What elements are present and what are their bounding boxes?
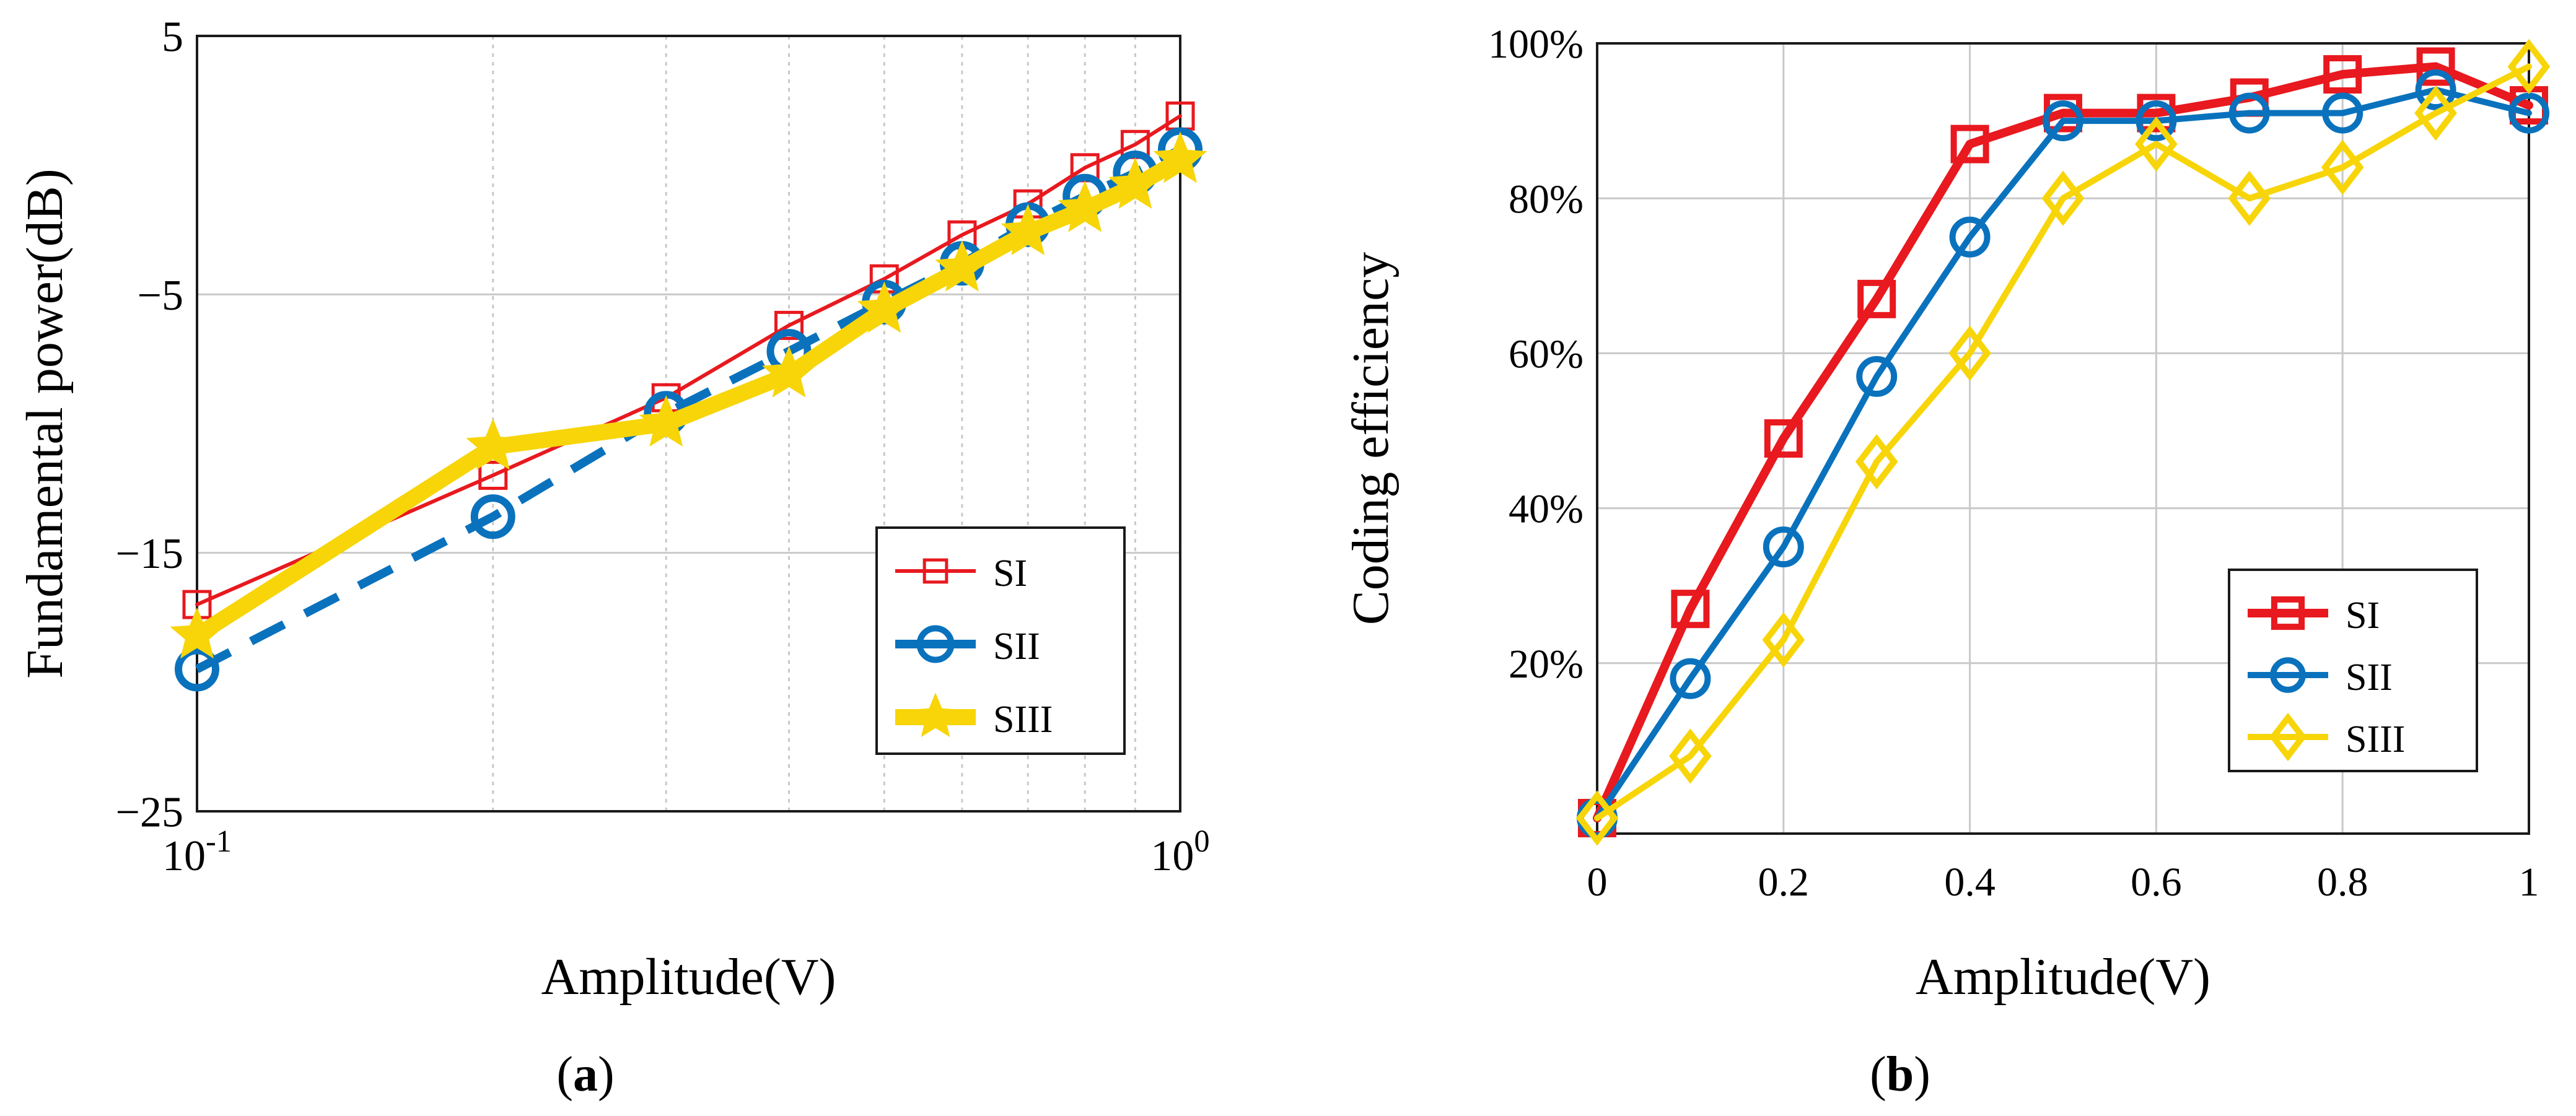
x-tick-exponent: 0 [1194, 824, 1209, 858]
legend-label: SI [993, 552, 1027, 595]
data-point [1671, 590, 1710, 629]
legend-label: SII [2346, 656, 2393, 699]
y-tick-label: 5 [162, 14, 183, 61]
data-point [639, 395, 693, 447]
y-axis-label: Fundamental power(dB) [16, 168, 74, 678]
legend-label: SI [2346, 595, 2380, 637]
data-point [2323, 55, 2362, 94]
x-tick-label: 0.8 [2317, 860, 2368, 905]
x-tick-base: 10 [1150, 832, 1194, 880]
x-tick-exponent: -1 [206, 824, 232, 858]
data-point [1575, 790, 1619, 846]
y-tick-label: 40% [1509, 487, 1584, 532]
data-point [1856, 355, 1898, 397]
x-tick-label: 0.2 [1758, 860, 1810, 905]
legend-swatch-marker [2271, 596, 2305, 630]
series-siii [1575, 38, 2551, 846]
axes-box-b [1596, 42, 2530, 835]
data-point [1058, 180, 1112, 232]
data-point [2507, 38, 2551, 95]
axes-box-a [196, 35, 1181, 813]
y-tick-label: −5 [138, 272, 183, 320]
data-point [1153, 131, 1207, 183]
caption-b-letter: b [1886, 1047, 1914, 1102]
data-point [1763, 526, 1804, 568]
data-point [1948, 325, 1991, 381]
series-line [1593, 62, 2533, 822]
y-tick-label: −25 [116, 789, 183, 837]
x-tick-label: 10-1 [162, 824, 232, 880]
legend-swatch-marker [2269, 712, 2307, 762]
data-point [1949, 216, 1991, 258]
caption-b: (b) [1870, 1047, 1930, 1102]
caption-a: (a) [556, 1047, 615, 1102]
y-tick-label: 80% [1509, 177, 1584, 222]
legend-label: SIII [993, 699, 1053, 741]
legend-a: SI SII SIII [875, 526, 1126, 755]
series-sii [1577, 69, 2549, 839]
y-tick-label: −15 [116, 530, 183, 578]
legend-b: SI SII SIII [2228, 569, 2478, 772]
data-point [1670, 658, 1711, 699]
data-point [2322, 92, 2364, 134]
x-axis-label: Amplitude(V) [541, 948, 836, 1006]
x-tick-label: 1 [2519, 860, 2539, 905]
y-tick-label: 100% [1488, 22, 1584, 67]
data-point [935, 240, 989, 292]
legend-swatch-marker [2270, 657, 2306, 693]
data-point [470, 494, 515, 539]
data-point [2416, 47, 2455, 86]
data-point [2414, 85, 2457, 141]
data-point [1857, 279, 1896, 318]
data-point [2135, 116, 2178, 172]
x-axis-label: Amplitude(V) [1916, 948, 2210, 1006]
data-point [1001, 204, 1055, 256]
data-point [2415, 69, 2456, 111]
legend-swatch-marker [916, 625, 955, 663]
data-point [466, 418, 520, 470]
data-point [774, 310, 804, 340]
data-point [175, 647, 219, 692]
data-point [1764, 419, 1803, 458]
data-point [2508, 92, 2549, 134]
caption-a-letter: a [573, 1047, 598, 1102]
data-point [1669, 728, 1712, 784]
y-tick-label: 20% [1509, 642, 1584, 687]
series-line [1594, 87, 2532, 821]
legend-swatch-marker [912, 692, 959, 738]
data-point [2043, 100, 2083, 142]
legend-label: SIII [2346, 718, 2405, 761]
data-point [761, 346, 817, 398]
series-line [1594, 63, 2532, 821]
y-tick-label: 60% [1509, 331, 1584, 377]
y-axis-label: Coding efficiency [1342, 252, 1400, 626]
x-tick-base: 10 [162, 832, 206, 880]
data-point [170, 607, 224, 659]
data-point [1855, 434, 1898, 490]
legend-label: SII [993, 626, 1040, 668]
data-point [1108, 157, 1162, 209]
x-tick-label: 0 [1587, 860, 1608, 905]
x-tick-label: 0.4 [1944, 860, 1996, 905]
x-tick-label: 0.6 [2131, 860, 2182, 905]
data-point [1950, 124, 1989, 163]
data-point [2228, 92, 2270, 134]
data-point [2321, 139, 2364, 195]
data-point [1762, 612, 1805, 668]
data-point [2041, 170, 2085, 226]
series-siii [170, 131, 1207, 659]
series-line [189, 152, 1188, 644]
legend-swatch-marker [922, 558, 948, 584]
data-point [2136, 100, 2177, 142]
data-point [478, 460, 508, 490]
chart-b: 20% 40% 60% 80% 100% 0 0.2 0.4 0.6 0.8 1 Amplitude(… [1342, 22, 2551, 1006]
data-point [857, 281, 911, 333]
x-tick-label: 100 [1150, 824, 1209, 880]
data-point [2228, 170, 2271, 226]
